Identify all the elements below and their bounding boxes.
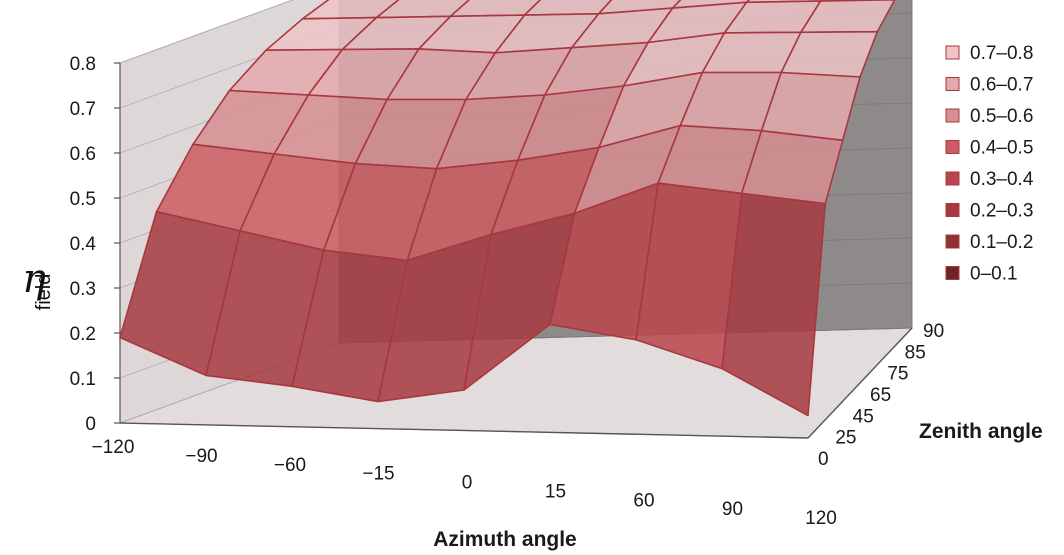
left-wall-gridline bbox=[119, 0, 294, 64]
legend-label: 0.5–0.6 bbox=[970, 106, 1033, 127]
legend-swatch bbox=[945, 234, 960, 249]
surface-cell bbox=[721, 192, 827, 417]
azimuth-tick-label: 15 bbox=[545, 481, 566, 502]
legend: 0.7–0.8 0.6–0.7 0.5–0.6 0.4–0.5 0.3–0.4 0.2–0… bbox=[945, 43, 1034, 285]
legend-swatch bbox=[945, 140, 960, 154]
zenith-tick-label: 0 bbox=[818, 449, 829, 470]
legend-swatch bbox=[945, 203, 960, 217]
y-axis-label: η bbox=[22, 256, 46, 302]
x-axis-title: Azimuth angle bbox=[433, 528, 577, 551]
value-tick-label: 0.3 bbox=[70, 279, 96, 300]
azimuth-tick-label: −60 bbox=[274, 455, 306, 476]
zenith-tick-label: 85 bbox=[905, 342, 926, 363]
legend-swatch bbox=[945, 77, 960, 91]
azimuth-tick-label: −90 bbox=[185, 446, 217, 467]
value-tick-label: 0.2 bbox=[70, 324, 96, 345]
azimuth-tick-label: 120 bbox=[805, 508, 837, 529]
azimuth-axis-line bbox=[119, 422, 809, 439]
zenith-tick-label: 90 bbox=[923, 321, 944, 342]
legend-label: 0.2–0.3 bbox=[970, 201, 1033, 222]
zenith-tick-label: 45 bbox=[853, 406, 874, 427]
azimuth-tick-label: −15 bbox=[362, 464, 394, 485]
azimuth-axis-ticks: −120 −90 −60 −15 0 15 60 90 120 bbox=[92, 437, 837, 529]
legend-label: 0.6–0.7 bbox=[970, 75, 1033, 96]
azimuth-tick-label: 90 bbox=[722, 499, 743, 520]
surface-mesh bbox=[119, 0, 896, 417]
value-tick-label: 0.5 bbox=[70, 189, 96, 210]
legend-label: 0.1–0.2 bbox=[970, 232, 1033, 253]
legend-label: 0.4–0.5 bbox=[970, 138, 1033, 159]
azimuth-tick-label: 60 bbox=[633, 490, 654, 511]
value-tick-label: 0.7 bbox=[70, 99, 96, 120]
zenith-tick-label: 65 bbox=[870, 385, 891, 406]
legend-swatch bbox=[945, 108, 960, 123]
y-axis-label-subscript: field bbox=[33, 274, 55, 311]
value-tick-label: 0.1 bbox=[70, 369, 96, 390]
legend-swatch bbox=[945, 171, 960, 186]
azimuth-tick-label: 0 bbox=[462, 473, 473, 494]
legend-swatch bbox=[945, 45, 960, 60]
legend-label: 0.7–0.8 bbox=[970, 43, 1033, 64]
zenith-tick-label: 75 bbox=[887, 364, 908, 385]
value-tick-label: 0.8 bbox=[70, 54, 96, 75]
zenith-axis-title: Zenith angle bbox=[919, 420, 1043, 443]
value-tick-label: 0.6 bbox=[70, 144, 96, 165]
value-tick-label: 0 bbox=[85, 414, 96, 435]
value-tick-label: 0.4 bbox=[70, 234, 97, 255]
legend-label: 0–0.1 bbox=[970, 264, 1018, 285]
value-axis-ticks: 0 0.1 0.2 0.3 0.4 0.5 0.6 0.7 0.8 bbox=[70, 54, 120, 435]
zenith-axis-line bbox=[807, 327, 913, 439]
legend-swatch bbox=[945, 266, 960, 280]
legend-label: 0.3–0.4 bbox=[970, 169, 1034, 190]
azimuth-tick-label: −120 bbox=[92, 437, 135, 458]
zenith-tick-label: 25 bbox=[835, 428, 856, 449]
